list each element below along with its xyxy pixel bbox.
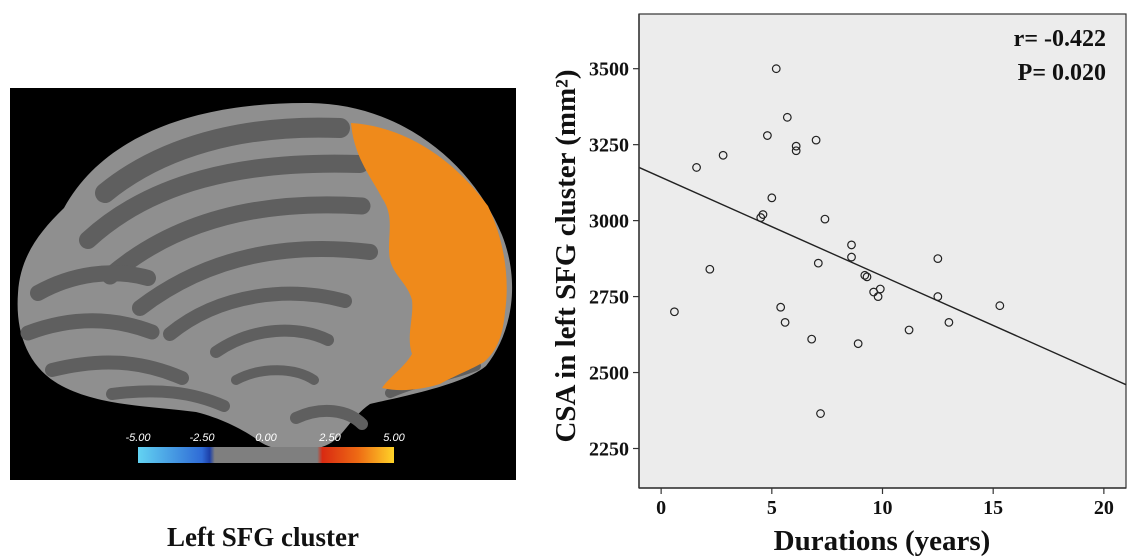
data-point: [705, 264, 715, 274]
x-axis-ticks: 0 5 10 15 20: [656, 488, 1114, 519]
data-point: [853, 339, 863, 349]
data-point: [813, 258, 823, 268]
regression-line: [638, 166, 1127, 386]
brain-panel-caption: Left SFG cluster: [167, 522, 359, 552]
scatter-chart: 2250 2500 2750 3000 3250 3500 0 5 10 15 20 r= -0.…: [550, 13, 1127, 557]
sfg-cluster: [351, 123, 507, 391]
y-tick-label: 2750: [589, 287, 629, 309]
fit-line-layer: [638, 166, 1127, 386]
data-point: [944, 318, 954, 327]
colorbar-tick-label: 2.50: [319, 432, 341, 444]
brain-surface-image: [10, 88, 516, 480]
points-layer: [670, 64, 1005, 418]
y-axis-ticks: 2250 2500 2750 3000 3250 3500: [589, 59, 639, 461]
p-annotation: P= 0.020: [1018, 60, 1106, 86]
data-point: [670, 307, 679, 317]
data-point: [776, 302, 786, 312]
x-axis-label: Durations (years): [774, 525, 991, 557]
data-point: [791, 146, 801, 156]
y-tick-label: 3250: [589, 135, 629, 157]
data-point: [933, 254, 943, 263]
data-point: [847, 240, 856, 250]
data-point: [811, 135, 821, 145]
data-point: [816, 409, 825, 418]
data-point: [820, 214, 830, 224]
colorbar-gradient: [138, 447, 394, 463]
data-point: [782, 112, 792, 122]
data-point: [758, 210, 768, 219]
data-point: [807, 334, 817, 344]
data-point: [933, 292, 943, 301]
data-point: [767, 193, 777, 203]
colorbar-tick-label: 0.00: [255, 432, 277, 444]
x-tick-label: 10: [873, 497, 893, 519]
data-point: [862, 272, 872, 282]
data-point: [860, 270, 870, 280]
colorbar-tick-label: -5.00: [125, 432, 151, 444]
y-tick-label: 2250: [589, 439, 629, 461]
colorbar-tick-label: 5.00: [383, 432, 405, 444]
data-point: [762, 131, 772, 140]
data-point: [780, 318, 790, 327]
y-tick-label: 2500: [589, 363, 629, 385]
y-tick-label: 3500: [589, 59, 629, 81]
data-point: [718, 150, 728, 160]
y-tick-label: 3000: [589, 211, 629, 233]
x-tick-label: 15: [983, 497, 1003, 519]
colorbar: -5.00 -2.50 0.00 2.50 5.00: [125, 432, 405, 480]
data-point: [995, 301, 1005, 311]
data-point: [847, 252, 856, 262]
x-tick-label: 20: [1094, 497, 1114, 519]
r-annotation: r= -0.422: [1014, 26, 1106, 52]
x-tick-label: 5: [767, 497, 777, 519]
colorbar-tick-label: -2.50: [189, 432, 215, 444]
data-point: [904, 325, 914, 335]
y-axis-label: CSA in left SFG cluster (mm²): [550, 69, 582, 442]
x-tick-label: 0: [656, 497, 666, 519]
brain-surface-panel: -5.00 -2.50 0.00 2.50 5.00: [10, 88, 516, 480]
data-point: [791, 141, 801, 151]
data-point: [692, 163, 701, 172]
plot-area: [638, 13, 1127, 489]
data-point: [771, 64, 781, 74]
data-point: [875, 284, 885, 294]
